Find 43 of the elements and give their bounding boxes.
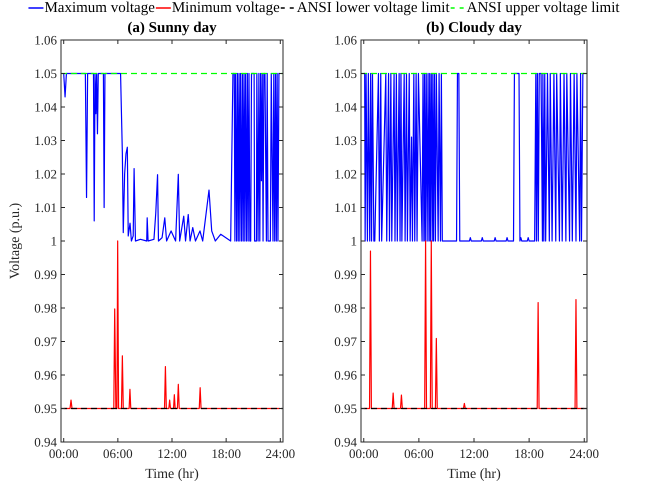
y-tick-label: 0.99	[334, 267, 357, 282]
y-tick-label: 1.01	[34, 200, 57, 216]
legend-label: ANSI upper voltage limit	[466, 0, 620, 16]
y-tick-label: 1.05	[34, 66, 57, 82]
x-tick-label: 12:00	[157, 446, 187, 461]
legend-label: Minimum voltage	[172, 0, 280, 16]
x-tick-label: 12:00	[459, 446, 489, 461]
y-tick-label: 1.04	[34, 100, 58, 115]
x-axis-title: Time (hr)	[145, 467, 200, 482]
x-axis-title: Time (hr)	[447, 467, 502, 482]
x-tick-label: 24:00	[265, 446, 296, 461]
y-tick-label: 1	[350, 234, 357, 249]
y-tick-label: 0.99	[34, 267, 57, 282]
y-tick-label: 1.02	[334, 166, 357, 182]
y-tick-label: 0.98	[34, 300, 57, 316]
chart-title: (b) Cloudy day	[426, 20, 522, 36]
legend-label: ANSI lower voltage limit	[296, 0, 450, 16]
y-tick-label: 1.02	[34, 166, 57, 182]
x-tick-label: 06:00	[103, 446, 133, 461]
y-tick-label: 0.96	[334, 368, 358, 383]
y-tick-label: 1.03	[334, 133, 357, 148]
x-tick-label: 06:00	[404, 446, 434, 461]
y-tick-label: 0.96	[34, 368, 58, 383]
y-tick-label: 0.97	[34, 334, 58, 350]
y-axis-title: Voltage (p.u.)	[8, 202, 23, 280]
y-tick-label: 1.01	[334, 200, 357, 216]
y-tick-label: 1.06	[34, 32, 58, 48]
y-tick-label: 0.98	[334, 300, 357, 316]
legend-label: Maximum voltage	[44, 0, 156, 16]
chart-title: (a) Sunny day	[127, 20, 218, 36]
y-tick-label: 1	[50, 234, 57, 249]
y-tick-label: 0.95	[34, 401, 57, 416]
y-tick-label: 1.04	[334, 100, 358, 115]
line-series	[363, 72, 585, 242]
line-series	[63, 72, 281, 242]
y-tick-label: 0.95	[334, 401, 357, 416]
y-tick-label: 1.05	[334, 66, 357, 82]
x-tick-label: 24:00	[569, 446, 600, 461]
x-tick-label: 18:00	[514, 446, 544, 461]
x-tick-label: 18:00	[211, 446, 241, 461]
y-tick-label: 1.03	[34, 133, 57, 148]
y-tick-label: 0.97	[334, 334, 358, 350]
y-tick-label: 1.06	[334, 32, 358, 48]
